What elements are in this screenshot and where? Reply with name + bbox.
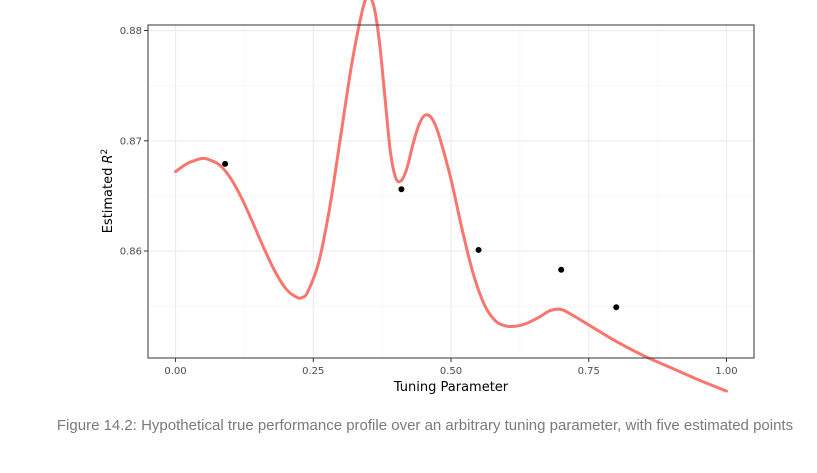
y-axis-title-symbol: R (101, 154, 116, 163)
axis-layer: 0.00 0.25 0.50 0.75 1.00 0.86 0.87 0.88 (120, 26, 738, 377)
performance-profile-chart: 0.00 0.25 0.50 0.75 1.00 0.86 0.87 0.88 Tuning … (100, 0, 755, 395)
y-axis-title-sup: 2 (100, 149, 110, 155)
y-tick-label: 0.87 (120, 136, 142, 147)
estimated-point (398, 186, 405, 193)
estimated-point (613, 304, 620, 311)
x-tick-label: 0.00 (164, 366, 186, 377)
x-tick-label: 1.00 (715, 366, 737, 377)
major-gridlines (148, 25, 754, 358)
estimated-point (558, 266, 565, 273)
estimated-point (222, 160, 229, 167)
x-tick-label: 0.50 (440, 366, 462, 377)
x-axis-title: Tuning Parameter (393, 380, 509, 395)
y-tick-label: 0.88 (120, 26, 142, 37)
figure-caption: Figure 14.2: Hypothetical true performan… (56, 417, 794, 434)
y-tick-label: 0.86 (120, 247, 142, 258)
estimated-point (475, 246, 482, 253)
series-layer (174, 0, 728, 393)
y-axis-title: Estimated R2 (100, 149, 116, 234)
x-tick-label: 0.25 (302, 366, 324, 377)
y-axis-title-text: Estimated (101, 168, 116, 234)
x-tick-label: 0.75 (578, 366, 600, 377)
true-performance-curve (174, 0, 728, 393)
